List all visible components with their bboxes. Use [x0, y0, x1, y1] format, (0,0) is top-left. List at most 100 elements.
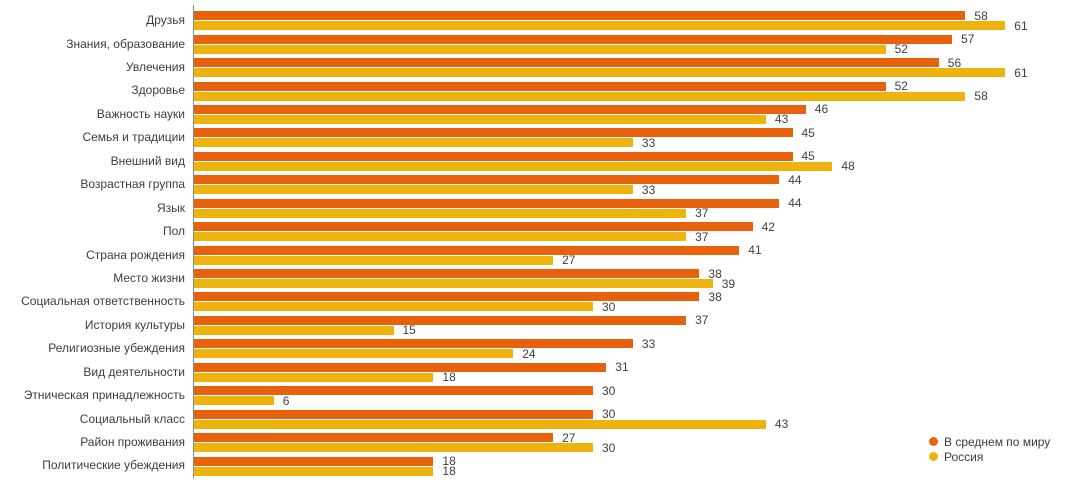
- bar-value-world-average: 52: [894, 79, 908, 94]
- bar-world-average[interactable]: 44: [194, 173, 802, 187]
- bar-value-russia: 61: [1014, 18, 1028, 33]
- bar-group: 41 27: [194, 243, 762, 267]
- bar-value-world-average: 33: [641, 336, 656, 351]
- bar-russia[interactable]: 61: [194, 66, 1028, 80]
- bar-russia[interactable]: 39: [194, 277, 735, 291]
- bar-value-russia: 61: [1014, 65, 1028, 80]
- bar-world-average[interactable]: 38: [194, 290, 722, 304]
- bar-world-average[interactable]: 46: [194, 102, 828, 116]
- category-row: Пол 42 37: [0, 220, 1075, 244]
- bar-group: 33 24: [194, 337, 655, 361]
- category-label: Политические убеждения: [42, 458, 185, 473]
- category-label: Район проживания: [80, 435, 185, 449]
- legend-marker-russia: [929, 452, 938, 461]
- bar-russia[interactable]: 30: [194, 441, 615, 455]
- bar-group: 44 33: [194, 173, 802, 197]
- bar-value-world-average: 31: [615, 360, 629, 375]
- bar-value-russia: 48: [841, 159, 855, 174]
- bar-russia[interactable]: 33: [194, 183, 655, 197]
- bar-world-average[interactable]: 56: [194, 56, 961, 70]
- bar-value-russia: 24: [522, 346, 536, 361]
- bar-russia[interactable]: 58: [194, 89, 988, 103]
- bar-world-average[interactable]: 45: [194, 126, 815, 140]
- bar-russia[interactable]: 27: [194, 253, 575, 267]
- bar-value-russia: 58: [974, 89, 988, 104]
- bar-russia[interactable]: 43: [194, 417, 788, 431]
- bar-world-average[interactable]: 58: [194, 9, 988, 23]
- category-label: Друзья: [146, 13, 185, 28]
- bar-world-average[interactable]: 57: [194, 32, 974, 46]
- bar-russia[interactable]: 18: [194, 464, 456, 478]
- bar-group: 45 48: [194, 149, 855, 173]
- bar-world-average[interactable]: 42: [194, 220, 775, 234]
- category-label: Увлечения: [125, 60, 185, 74]
- category-row: Язык 44 37: [0, 196, 1075, 220]
- bar-world-average[interactable]: 37: [194, 313, 708, 327]
- bar-value-world-average: 57: [961, 32, 975, 47]
- bar-group: 58 61: [194, 9, 1028, 33]
- bar-value-world-average: 41: [748, 243, 762, 258]
- bar-russia[interactable]: 15: [194, 323, 416, 337]
- bar-group: 45 33: [194, 126, 815, 150]
- bar-group: 38 30: [194, 290, 722, 314]
- bar-russia[interactable]: 43: [194, 112, 788, 126]
- bar-world-average[interactable]: 44: [194, 196, 802, 210]
- bar-value-russia: 43: [774, 112, 789, 127]
- bar-world-average[interactable]: 18: [194, 454, 456, 468]
- category-label: Религиозные убеждения: [48, 341, 185, 356]
- bar-value-world-average: 30: [602, 383, 616, 398]
- category-label: История культуры: [84, 317, 185, 332]
- bar-value-world-average: 46: [814, 102, 829, 117]
- category-label: Знания, образование: [66, 36, 185, 51]
- bar-russia[interactable]: 33: [194, 136, 655, 150]
- bar-world-average[interactable]: 31: [194, 360, 629, 374]
- bar-russia[interactable]: 24: [194, 347, 536, 361]
- bar-world-average[interactable]: 27: [194, 431, 575, 445]
- bar-value-world-average: 45: [801, 125, 815, 140]
- bar-world-average[interactable]: 45: [194, 149, 815, 163]
- bar-value-russia: 27: [562, 253, 576, 268]
- bar-world-average[interactable]: 33: [194, 337, 655, 351]
- bar-russia[interactable]: 61: [194, 19, 1028, 33]
- bar-world-average[interactable]: 41: [194, 243, 762, 257]
- legend-label-russia: Россия: [944, 449, 984, 464]
- bar-value-world-average: 42: [761, 219, 775, 234]
- bar-russia[interactable]: 52: [194, 42, 908, 56]
- bar-russia[interactable]: 30: [194, 300, 615, 314]
- bar-russia[interactable]: 37: [194, 206, 708, 220]
- legend-item-world-average[interactable]: В среднем по миру: [929, 434, 1050, 449]
- bar-value-world-average: 30: [602, 407, 616, 422]
- bar-group: 44 37: [194, 196, 802, 220]
- bar-value-russia: 33: [641, 182, 656, 197]
- bar-value-russia: 43: [774, 417, 789, 432]
- bar-value-world-average: 38: [708, 266, 722, 281]
- bar-russia[interactable]: 6: [194, 394, 289, 408]
- category-row: Район проживания 27 30: [0, 431, 1075, 455]
- category-row: Страна рождения 41 27: [0, 243, 1075, 267]
- legend-label-world-average: В среднем по миру: [944, 434, 1051, 449]
- bar-value-russia: 15: [402, 323, 416, 338]
- legend-item-russia[interactable]: Россия: [929, 449, 1050, 464]
- bar-group: 31 18: [194, 360, 629, 384]
- category-label: Этническая принадлежность: [23, 388, 185, 403]
- chart-rows: Друзья 58 61 Знания, образование 57 52 У…: [0, 9, 1075, 478]
- bar-world-average[interactable]: 38: [194, 267, 722, 281]
- bar-value-world-average: 44: [788, 196, 802, 211]
- category-row: История культуры 37 15: [0, 313, 1075, 337]
- category-label: Пол: [162, 224, 185, 239]
- bar-value-world-average: 56: [947, 55, 962, 70]
- category-row: Друзья 58 61: [0, 9, 1075, 33]
- category-row: Место жизни 38 39: [0, 267, 1075, 291]
- bar-russia[interactable]: 48: [194, 159, 855, 173]
- bar-world-average[interactable]: 52: [194, 79, 908, 93]
- bar-world-average[interactable]: 30: [194, 407, 615, 421]
- bar-group: 18 18: [194, 454, 456, 478]
- category-row: Вид деятельности 31 18: [0, 360, 1075, 384]
- y-axis-line: [193, 5, 194, 478]
- bar-world-average[interactable]: 30: [194, 384, 615, 398]
- bar-value-russia: 18: [442, 370, 456, 385]
- bar-russia[interactable]: 18: [194, 370, 456, 384]
- bar-value-russia: 18: [442, 464, 456, 479]
- bar-value-russia: 6: [282, 393, 290, 408]
- bar-russia[interactable]: 37: [194, 230, 708, 244]
